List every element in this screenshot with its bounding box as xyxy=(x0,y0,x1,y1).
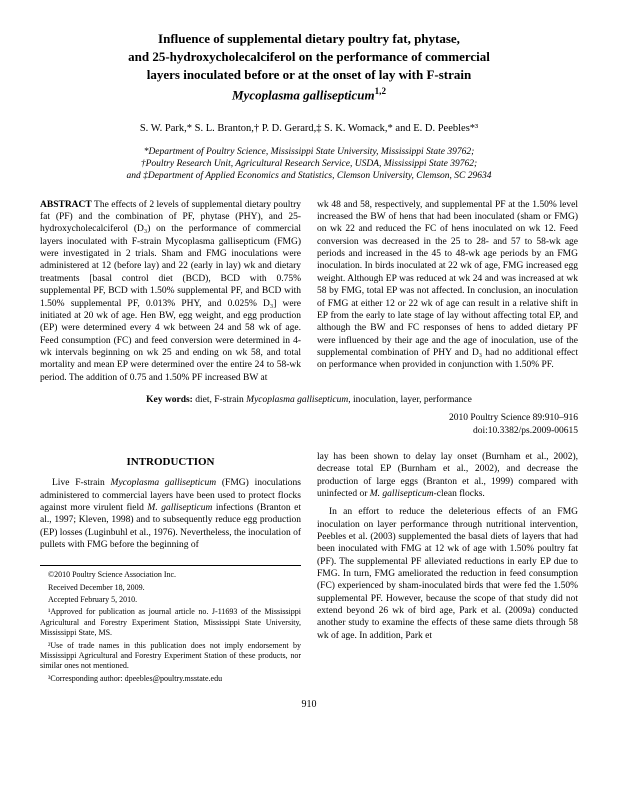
keywords-text-2: , inoculation, layer, performance xyxy=(348,395,472,405)
body-column-left: INTRODUCTION Live F-strain Mycoplasma ga… xyxy=(40,451,301,686)
article-title: Influence of supplemental dietary poultr… xyxy=(40,30,578,104)
footnote-accepted: Accepted February 5, 2010. xyxy=(40,595,301,605)
body-columns: INTRODUCTION Live F-strain Mycoplasma ga… xyxy=(40,451,578,686)
title-line-1: Influence of supplemental dietary poultr… xyxy=(158,31,460,46)
authors-line: S. W. Park,* S. L. Branton,† P. D. Gerar… xyxy=(40,122,578,136)
intro-col2-paragraph-2: In an effort to reduce the deleterious e… xyxy=(317,506,578,642)
keywords-text-1: diet, F-strain xyxy=(193,395,246,405)
page-container: Influence of supplemental dietary poultr… xyxy=(0,0,618,731)
abstract-text-left: The effects of 2 levels of supplemental … xyxy=(40,200,301,383)
abstract-column-left: ABSTRACT The effects of 2 levels of supp… xyxy=(40,199,301,384)
affiliation-3: and ‡Department of Applied Economics and… xyxy=(126,171,491,181)
footnotes-block: ©2010 Poultry Science Association Inc. R… xyxy=(40,565,301,684)
title-line-3: layers inoculated before or at the onset… xyxy=(147,67,471,82)
affiliation-1: *Department of Poultry Science, Mississi… xyxy=(144,147,475,157)
intro-species-1: Mycoplasma gallisepticum xyxy=(111,478,217,488)
title-line-2: and 25-hydroxycholecalciferol on the per… xyxy=(128,49,490,64)
intro-col2-species: M. gallisepticum xyxy=(370,489,434,499)
affiliation-2: †Poultry Research Unit, Agricultural Res… xyxy=(141,159,477,169)
abstract-column-right: wk 48 and 58, respectively, and suppleme… xyxy=(317,199,578,384)
keywords-line: Key words: diet, F-strain Mycoplasma gal… xyxy=(40,394,578,406)
affiliations-block: *Department of Poultry Science, Mississi… xyxy=(40,146,578,183)
footnote-approval: ¹Approved for publication as journal art… xyxy=(40,607,301,638)
abstract-label: ABSTRACT xyxy=(40,200,92,210)
keywords-label: Key words: xyxy=(146,395,193,405)
citation-block: 2010 Poultry Science 89:910–916 doi:10.3… xyxy=(40,412,578,437)
citation-doi: doi:10.3382/ps.2009-00615 xyxy=(473,426,578,436)
introduction-heading: INTRODUCTION xyxy=(40,455,301,469)
title-species: Mycoplasma gallisepticum xyxy=(232,87,375,102)
footnote-copyright: ©2010 Poultry Science Association Inc. xyxy=(40,570,301,580)
footnote-received: Received December 18, 2009. xyxy=(40,583,301,593)
intro-species-2: M. gallisepticum xyxy=(147,503,212,513)
intro-col2-text-1b: -clean flocks. xyxy=(434,489,485,499)
citation-journal: 2010 Poultry Science 89:910–916 xyxy=(449,413,578,423)
footnote-corresponding: ³Corresponding author: dpeebles@poultry.… xyxy=(40,674,301,684)
abstract-text-right: wk 48 and 58, respectively, and suppleme… xyxy=(317,200,578,370)
footnote-tradenames: ²Use of trade names in this publication … xyxy=(40,641,301,672)
title-superscript: 1,2 xyxy=(375,86,386,96)
abstract-block: ABSTRACT The effects of 2 levels of supp… xyxy=(40,199,578,384)
body-column-right: lay has been shown to delay lay onset (B… xyxy=(317,451,578,686)
page-number: 910 xyxy=(40,698,578,711)
intro-text-1a: Live F-strain xyxy=(52,478,111,488)
keywords-species: Mycoplasma gallisepticum xyxy=(246,395,348,405)
